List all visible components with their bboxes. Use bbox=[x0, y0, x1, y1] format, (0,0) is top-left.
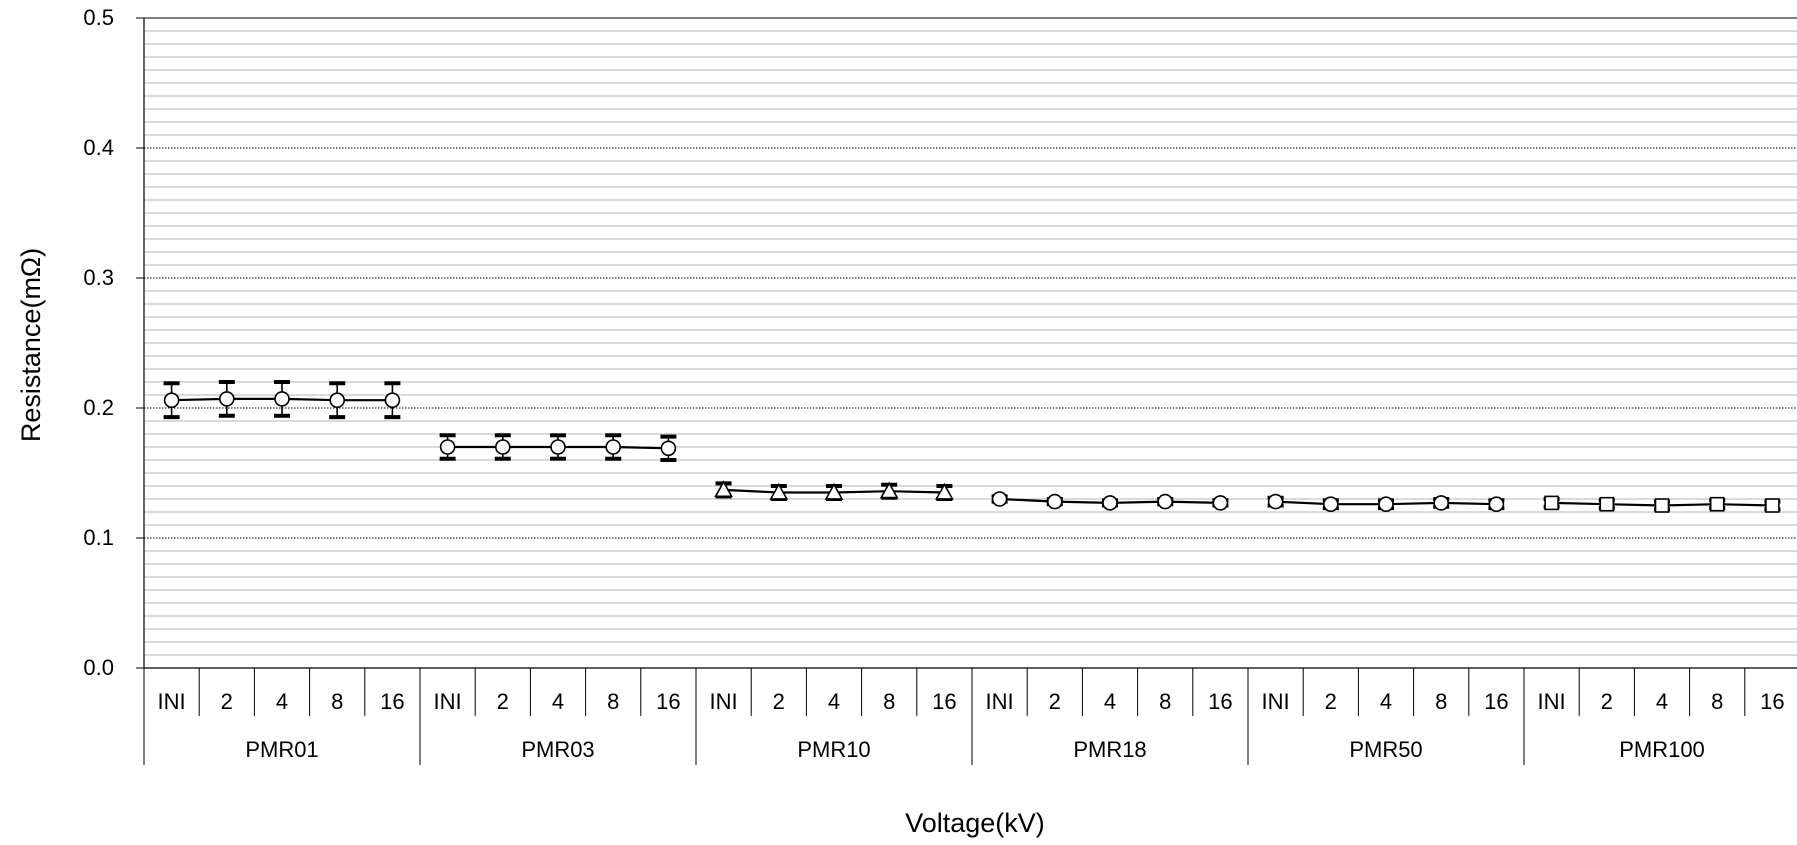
data-point bbox=[439, 439, 456, 455]
data-point bbox=[329, 392, 346, 409]
y-tick-label: 0.2 bbox=[83, 395, 114, 420]
x-tick-label: INI bbox=[1262, 689, 1290, 714]
data-point bbox=[1433, 495, 1449, 511]
data-point bbox=[660, 440, 677, 457]
x-tick-label: 2 bbox=[497, 689, 509, 714]
data-point bbox=[1488, 496, 1505, 513]
group-label: PMR10 bbox=[797, 737, 870, 762]
series-pmr10 bbox=[714, 480, 954, 501]
x-tick-label: 8 bbox=[607, 689, 619, 714]
group-label: PMR18 bbox=[1073, 737, 1146, 762]
data-point bbox=[1544, 495, 1559, 511]
y-tick-label: 0.0 bbox=[83, 655, 114, 680]
x-tick-label: 8 bbox=[883, 689, 895, 714]
y-tick-label: 0.5 bbox=[83, 5, 114, 30]
data-point bbox=[879, 481, 899, 499]
data-point bbox=[1378, 496, 1394, 513]
data-point bbox=[769, 482, 789, 500]
group-label: PMR01 bbox=[245, 737, 318, 762]
x-tick-label: 16 bbox=[1484, 689, 1508, 714]
x-tick-label: INI bbox=[986, 689, 1014, 714]
x-tick-label: 4 bbox=[276, 689, 288, 714]
axis-layer: 0.0 0.1 0.2 0.3 0.4 0.5 INI 2 4 8 16 PMR01 INI 2 4 8 16 P… bbox=[83, 5, 1797, 765]
x-tick-label: 2 bbox=[773, 689, 785, 714]
data-point bbox=[824, 482, 844, 500]
group-label: PMR50 bbox=[1349, 737, 1422, 762]
group-label: PMR100 bbox=[1619, 737, 1705, 762]
y-tick-label: 0.3 bbox=[83, 265, 114, 290]
data-point bbox=[163, 392, 180, 409]
x-tick-label: 4 bbox=[1656, 689, 1668, 714]
x-tick-label: 8 bbox=[1435, 689, 1447, 714]
x-tick-label: 8 bbox=[1159, 689, 1171, 714]
x-tick-label: 8 bbox=[331, 689, 343, 714]
data-point bbox=[1212, 495, 1229, 511]
y-axis-title: Resistance(mΩ) bbox=[16, 248, 46, 442]
grid-layer bbox=[144, 17, 1797, 656]
data-point bbox=[1765, 498, 1780, 513]
x-tick-label: 16 bbox=[1208, 689, 1232, 714]
x-tick-label: INI bbox=[158, 689, 186, 714]
data-point bbox=[714, 480, 733, 498]
series-pmr100 bbox=[1543, 495, 1781, 513]
x-tick-label: INI bbox=[1538, 689, 1566, 714]
x-tick-label: 2 bbox=[221, 689, 233, 714]
x-tick-label: 16 bbox=[932, 689, 956, 714]
x-tick-label: 8 bbox=[1711, 689, 1723, 714]
x-tick-label: 16 bbox=[380, 689, 404, 714]
data-point bbox=[1599, 496, 1615, 512]
x-tick-label: 16 bbox=[656, 689, 680, 714]
data-point bbox=[1047, 493, 1063, 510]
data-point bbox=[384, 392, 401, 409]
x-axis-title: Voltage(kV) bbox=[905, 808, 1045, 838]
data-point bbox=[1654, 498, 1670, 513]
data-point bbox=[1709, 496, 1725, 512]
data-point bbox=[1267, 493, 1284, 510]
data-point bbox=[550, 439, 566, 455]
series-pmr01 bbox=[163, 380, 401, 420]
x-tick-label: 4 bbox=[828, 689, 840, 714]
x-tick-label: 4 bbox=[1380, 689, 1392, 714]
x-tick-label: 16 bbox=[1760, 689, 1784, 714]
y-tick-label: 0.1 bbox=[83, 525, 114, 550]
y-tick-label: 0.4 bbox=[83, 135, 114, 160]
series-pmr03 bbox=[439, 433, 677, 462]
x-tick-label: 2 bbox=[1601, 689, 1613, 714]
data-point bbox=[935, 482, 954, 500]
data-layer bbox=[163, 380, 1781, 513]
data-point bbox=[1102, 495, 1118, 511]
data-point bbox=[1157, 493, 1173, 510]
x-tick-label: 2 bbox=[1049, 689, 1061, 714]
x-tick-label: 4 bbox=[552, 689, 564, 714]
series-pmr18 bbox=[991, 491, 1229, 511]
x-tick-label: 2 bbox=[1325, 689, 1337, 714]
data-point bbox=[605, 439, 622, 455]
series-pmr50 bbox=[1267, 493, 1505, 513]
x-tick-label: INI bbox=[434, 689, 462, 714]
data-point bbox=[219, 391, 235, 407]
x-tick-label: INI bbox=[710, 689, 738, 714]
x-tick-label: 4 bbox=[1104, 689, 1116, 714]
data-point bbox=[1323, 496, 1339, 513]
data-point bbox=[494, 439, 511, 455]
data-point bbox=[274, 391, 290, 407]
group-label: PMR03 bbox=[521, 737, 594, 762]
data-point bbox=[991, 491, 1008, 507]
